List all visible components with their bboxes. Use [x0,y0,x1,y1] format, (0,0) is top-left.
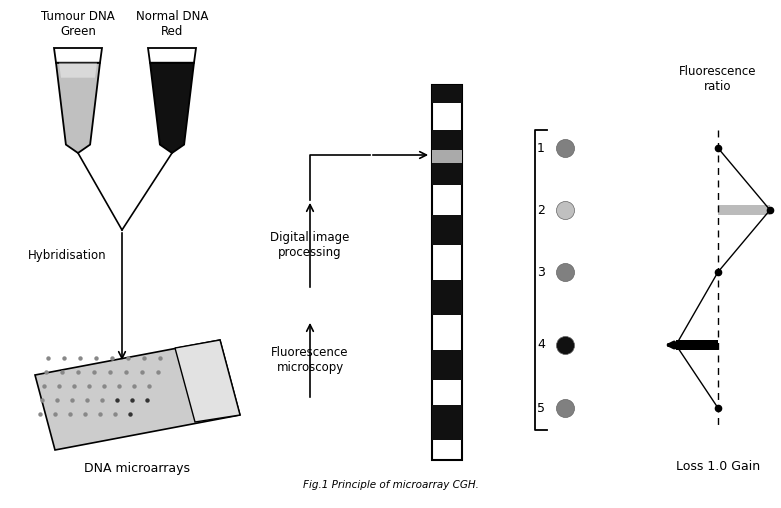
Polygon shape [150,62,194,153]
Polygon shape [175,340,240,422]
Polygon shape [432,215,462,245]
Polygon shape [432,150,462,163]
Text: Fluorescence
microscopy: Fluorescence microscopy [271,346,349,374]
Text: Fig.1 Principle of microarray CGH.: Fig.1 Principle of microarray CGH. [303,480,479,490]
Polygon shape [432,163,462,185]
Polygon shape [432,85,462,103]
Text: Normal DNA
Red: Normal DNA Red [136,10,209,38]
Polygon shape [432,405,462,440]
Text: Hybridisation: Hybridisation [28,248,107,262]
Polygon shape [432,280,462,315]
Text: 4: 4 [537,338,545,352]
Polygon shape [148,48,196,62]
Text: DNA microarrays: DNA microarrays [84,462,190,475]
Polygon shape [54,48,102,62]
Text: 2: 2 [537,204,545,216]
Bar [718,205,770,215]
Polygon shape [432,350,462,380]
Text: Loss 1.0 Gain: Loss 1.0 Gain [676,460,760,473]
Polygon shape [432,130,462,150]
Polygon shape [35,340,240,450]
Text: 3: 3 [537,266,545,278]
Polygon shape [59,62,97,78]
Text: Tumour DNA
Green: Tumour DNA Green [41,10,115,38]
Text: 1: 1 [537,142,545,154]
Text: 5: 5 [537,401,545,415]
Polygon shape [432,85,462,460]
Bar [676,340,718,350]
Polygon shape [56,62,100,153]
Text: Fluorescence
ratio: Fluorescence ratio [679,65,757,93]
Text: Digital image
processing: Digital image processing [270,231,350,259]
